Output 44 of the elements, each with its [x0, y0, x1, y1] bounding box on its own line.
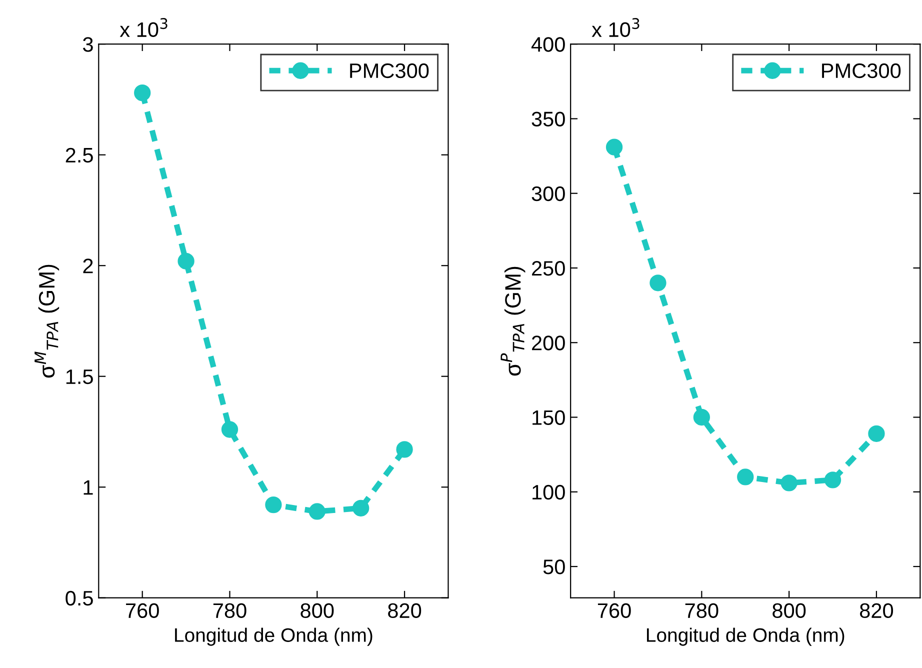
y-tick-label: 0.5 — [66, 590, 93, 606]
x-tick-label: 760 — [126, 603, 159, 618]
text: x 10$^{3}$ — [120, 18, 168, 38]
x-axis-title: Longitud de Onda (nm) — [175, 628, 372, 646]
point — [396, 441, 413, 458]
x-axis-title: Longitud de Onda (nm) — [646, 628, 844, 646]
y-tick-label: 50 — [543, 560, 565, 574]
y-tick-label: 150 — [532, 410, 565, 426]
point — [693, 408, 710, 426]
y-tick-label: 3 — [83, 37, 93, 52]
y-tick-label: 200 — [532, 336, 565, 350]
x-tick-label: 760 — [598, 603, 631, 618]
x-tick-label: 800 — [300, 603, 334, 618]
point — [352, 500, 370, 516]
point — [308, 503, 326, 520]
point — [824, 472, 842, 488]
y-tick-label: 100 — [532, 484, 565, 500]
y-tick-label: 350 — [532, 112, 565, 126]
x-tick-label: 780 — [213, 603, 246, 618]
legend-label: PMC300 — [822, 63, 901, 78]
y-tick-label: 400 — [531, 37, 565, 52]
point — [134, 84, 151, 102]
y-tick-label: 1 — [84, 480, 93, 495]
y-tick-label: 2 — [83, 258, 93, 274]
y-axis-title: σ$^{M}$$_{TPA}$ (GM) — [34, 264, 60, 378]
x-tick-label: 820 — [860, 603, 894, 618]
y-tick-label: 2.5 — [66, 148, 93, 163]
x-tick-label: 800 — [772, 603, 806, 618]
point — [178, 252, 194, 270]
y-axis-title: σ$^{P}$$_{TPA}$ (GM) — [500, 266, 526, 376]
x-tick-label: 780 — [685, 603, 718, 618]
y-tick-label: 250 — [532, 260, 565, 276]
point — [650, 274, 666, 292]
point — [221, 421, 238, 438]
point — [780, 474, 798, 492]
point — [606, 138, 623, 156]
y-tick-label: 300 — [532, 186, 565, 202]
legend-label: PMC300 — [350, 63, 429, 78]
text: x 10$^{3}$ — [592, 18, 640, 38]
point — [265, 496, 282, 514]
point — [737, 468, 754, 486]
point — [868, 425, 885, 442]
x-tick-label: 820 — [388, 603, 422, 618]
y-tick-label: 1.5 — [66, 370, 93, 384]
